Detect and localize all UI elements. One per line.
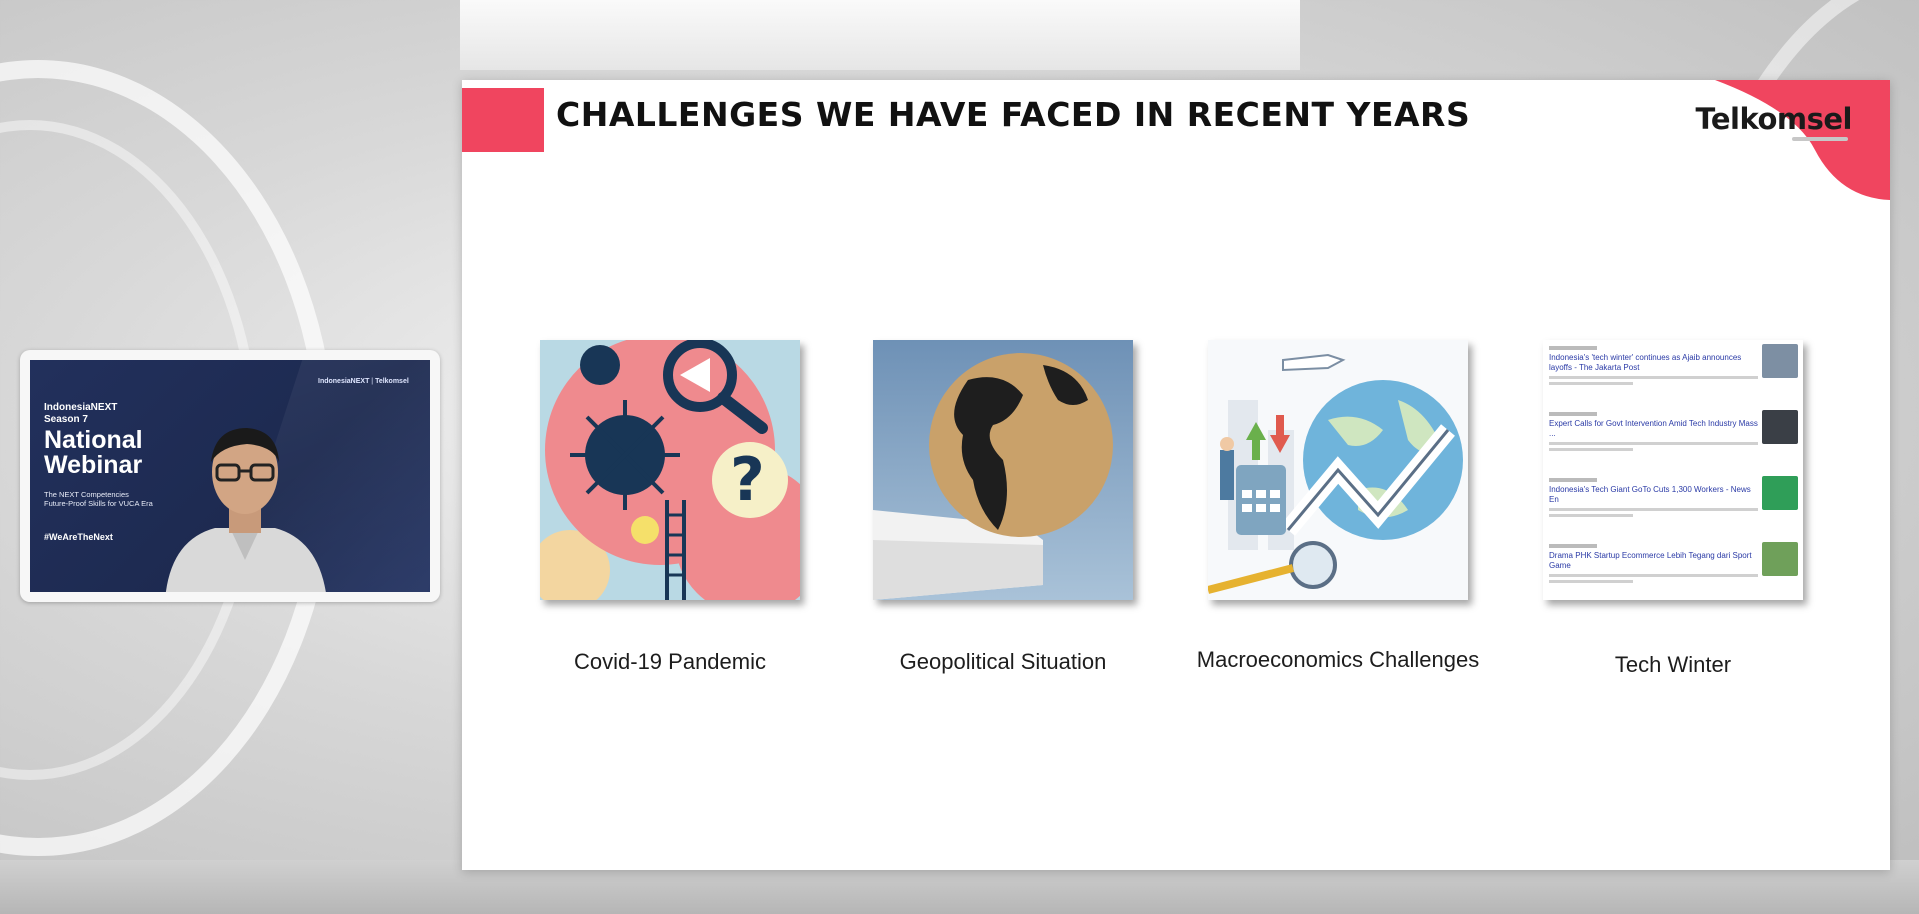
card-tech-winter: Indonesia's 'tech winter' continues as A… <box>1543 340 1803 677</box>
corner-accent-shape <box>1715 80 1890 200</box>
card-macroeconomics: Macroeconomics Challenges <box>1197 340 1479 672</box>
presentation-slide: CHALLENGES WE HAVE FACED IN RECENT YEARS… <box>462 80 1890 870</box>
card-geopolitical: Geopolitical Situation <box>873 340 1133 674</box>
news-item: Indonesia's 'tech winter' continues as A… <box>1549 344 1798 404</box>
card-caption: Macroeconomics Challenges <box>1196 647 1480 672</box>
logo-tagline <box>1792 137 1848 141</box>
globe-icon <box>873 340 1133 600</box>
virus-gears-icon: ? <box>540 340 800 600</box>
svg-text:?: ? <box>730 445 765 515</box>
slide-title: CHALLENGES WE HAVE FACED IN RECENT YEARS <box>556 95 1471 134</box>
news-headline: Indonesia's Tech Giant GoTo Cuts 1,300 W… <box>1549 485 1751 504</box>
news-headline: Expert Calls for Govt Intervention Amid … <box>1549 419 1758 438</box>
news-item: Expert Calls for Govt Intervention Amid … <box>1549 410 1798 470</box>
telkomsel-logo: Telkomsel <box>1695 102 1852 136</box>
economy-graph-icon <box>1208 340 1468 600</box>
background-ceiling <box>460 0 1300 70</box>
title-accent-block <box>462 88 544 152</box>
webinar-title: National Webinar <box>44 426 143 479</box>
card-caption: Covid-19 Pandemic <box>574 649 766 674</box>
news-list-icon: Indonesia's 'tech winter' continues as A… <box>1543 340 1803 600</box>
news-thumbnail <box>1762 542 1798 576</box>
webinar-subtitle: The NEXT Competencies Future-Proof Skill… <box>44 490 153 508</box>
webinar-series: IndonesiaNEXT Season 7 <box>44 402 118 425</box>
presenter-video-frame[interactable]: IndonesiaNEXT | Telkomsel IndonesiaNEXT … <box>20 350 440 602</box>
card-caption: Geopolitical Situation <box>899 649 1107 674</box>
news-headline: Drama PHK Startup Ecommerce Lebih Tegang… <box>1549 551 1752 570</box>
news-thumbnail <box>1762 476 1798 510</box>
news-item: Drama PHK Startup Ecommerce Lebih Tegang… <box>1549 542 1798 600</box>
presenter-video: IndonesiaNEXT | Telkomsel IndonesiaNEXT … <box>30 360 430 592</box>
presenter-avatar <box>165 428 326 592</box>
news-item: Indonesia's Tech Giant GoTo Cuts 1,300 W… <box>1549 476 1798 536</box>
news-thumbnail <box>1762 410 1798 444</box>
webinar-hashtag: #WeAreTheNext <box>44 532 113 542</box>
card-caption: Tech Winter <box>1614 652 1732 677</box>
news-headline: Indonesia's 'tech winter' continues as A… <box>1549 353 1742 372</box>
card-covid: ? Covid-19 Pandemic <box>540 340 800 674</box>
news-thumbnail <box>1762 344 1798 378</box>
webinar-brand: IndonesiaNEXT | Telkomsel <box>318 378 409 385</box>
